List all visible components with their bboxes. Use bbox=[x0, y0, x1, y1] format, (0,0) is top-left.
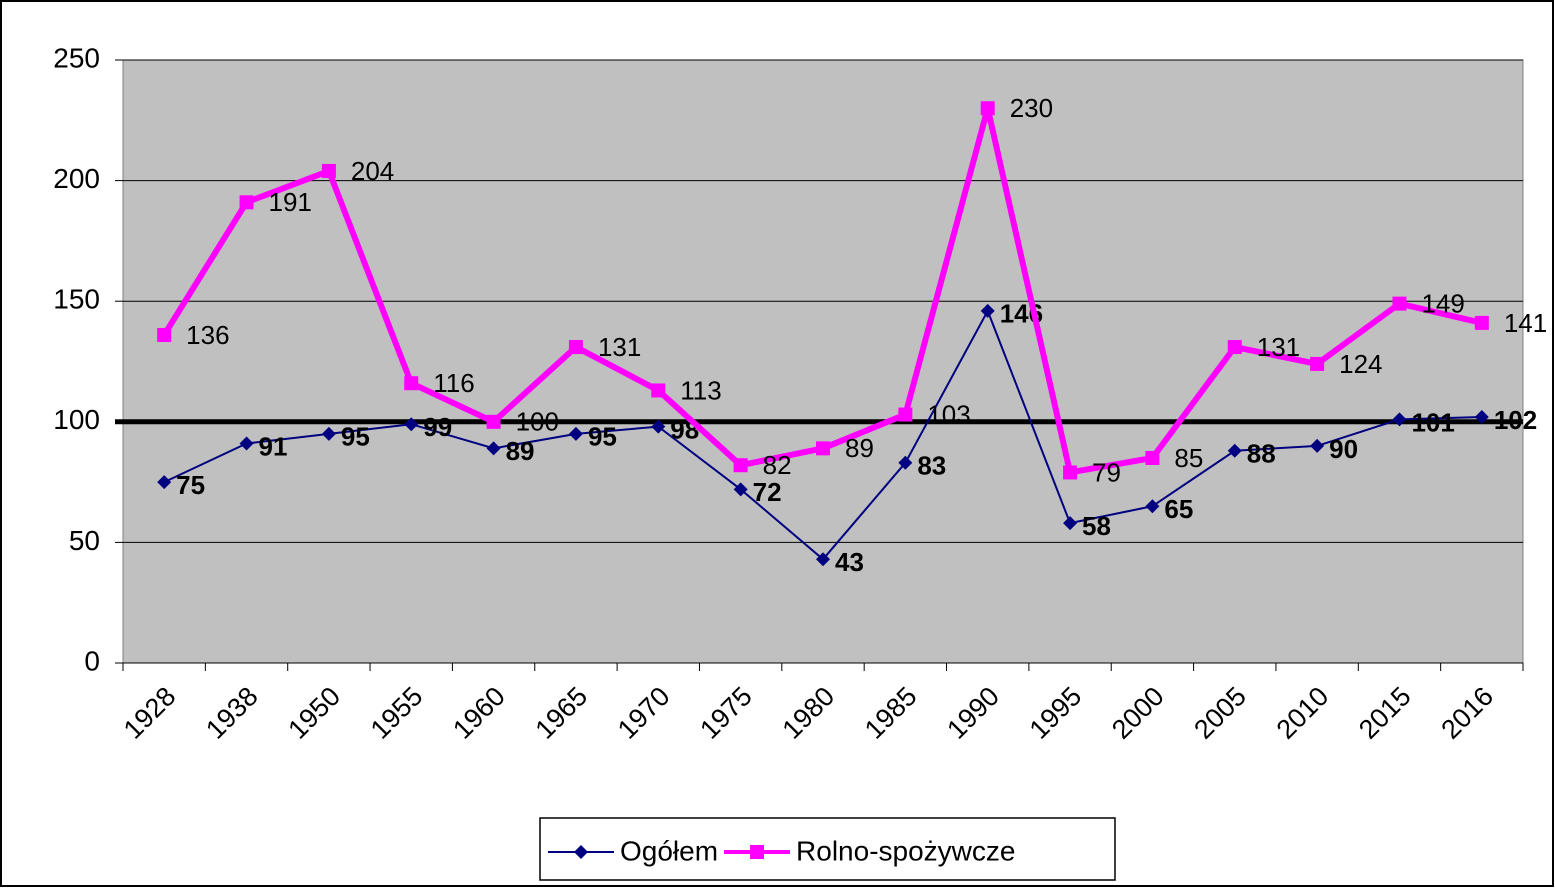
data-label: 43 bbox=[835, 547, 864, 577]
y-tick-label: 50 bbox=[69, 525, 100, 556]
legend-box bbox=[539, 817, 1116, 881]
data-label: 95 bbox=[588, 422, 617, 452]
data-label: 58 bbox=[1082, 511, 1111, 541]
y-tick-label: 250 bbox=[53, 42, 100, 73]
data-label: 89 bbox=[845, 433, 874, 463]
data-label: 131 bbox=[598, 332, 641, 362]
point bbox=[1227, 340, 1242, 355]
data-label: 101 bbox=[1411, 407, 1454, 437]
y-tick-label: 150 bbox=[53, 284, 100, 315]
data-label: 100 bbox=[516, 407, 559, 437]
data-label: 131 bbox=[1257, 332, 1300, 362]
data-label: 65 bbox=[1164, 494, 1193, 524]
data-label: 72 bbox=[753, 477, 782, 507]
data-label: 85 bbox=[1174, 443, 1203, 473]
data-label: 102 bbox=[1494, 405, 1537, 435]
point bbox=[1145, 499, 1160, 514]
data-label: 230 bbox=[1010, 93, 1053, 123]
y-tick-label: 200 bbox=[53, 163, 100, 194]
point bbox=[733, 458, 748, 473]
data-label: 191 bbox=[269, 187, 312, 217]
point bbox=[651, 419, 666, 434]
data-label: 124 bbox=[1339, 349, 1382, 379]
data-label: 141 bbox=[1504, 308, 1547, 338]
point bbox=[568, 426, 583, 441]
point bbox=[321, 426, 336, 441]
point bbox=[486, 441, 501, 456]
data-label: 149 bbox=[1421, 288, 1464, 318]
data-label: 83 bbox=[917, 451, 946, 481]
point bbox=[733, 482, 748, 497]
point bbox=[898, 455, 913, 470]
point bbox=[816, 552, 830, 567]
data-label: 95 bbox=[341, 422, 370, 452]
point bbox=[1063, 465, 1078, 480]
point bbox=[1310, 438, 1325, 453]
data-label: 90 bbox=[1329, 434, 1358, 464]
point bbox=[1474, 409, 1489, 424]
point bbox=[321, 163, 336, 178]
data-label: 98 bbox=[670, 414, 699, 444]
point bbox=[980, 303, 995, 318]
data-label: 136 bbox=[186, 320, 229, 350]
point bbox=[1310, 356, 1325, 371]
legend-label: Rolno-spożywcze bbox=[796, 835, 1015, 866]
data-label: 113 bbox=[680, 375, 721, 405]
point bbox=[980, 101, 995, 116]
legend-label: Ogółem bbox=[620, 835, 718, 866]
data-label: 103 bbox=[927, 399, 970, 429]
point bbox=[486, 414, 501, 429]
point bbox=[898, 407, 913, 422]
legend-marker bbox=[750, 845, 765, 859]
point bbox=[1145, 450, 1160, 465]
data-label: 82 bbox=[763, 450, 792, 480]
point bbox=[239, 195, 254, 210]
point bbox=[651, 383, 666, 398]
y-tick-label: 0 bbox=[84, 645, 100, 676]
point bbox=[1392, 296, 1407, 311]
point bbox=[1063, 516, 1078, 531]
data-label: 89 bbox=[506, 436, 535, 466]
point bbox=[404, 417, 419, 432]
point bbox=[404, 376, 419, 391]
point bbox=[1474, 315, 1489, 330]
legend: Ogółem Rolno-spożywcze bbox=[539, 817, 1116, 881]
data-label: 99 bbox=[423, 412, 452, 442]
data-label: 79 bbox=[1092, 457, 1121, 487]
data-label: 204 bbox=[351, 156, 394, 186]
y-tick-label: 100 bbox=[53, 404, 100, 435]
point bbox=[157, 327, 172, 342]
point bbox=[239, 436, 254, 451]
data-label: 88 bbox=[1247, 439, 1276, 469]
point bbox=[1392, 412, 1407, 427]
point bbox=[1227, 443, 1242, 458]
point bbox=[816, 441, 830, 456]
data-label: 91 bbox=[259, 431, 288, 461]
data-label: 75 bbox=[176, 470, 205, 500]
point bbox=[157, 475, 172, 490]
point bbox=[568, 340, 583, 355]
data-label: 116 bbox=[433, 368, 474, 398]
legend-marker bbox=[574, 845, 588, 859]
